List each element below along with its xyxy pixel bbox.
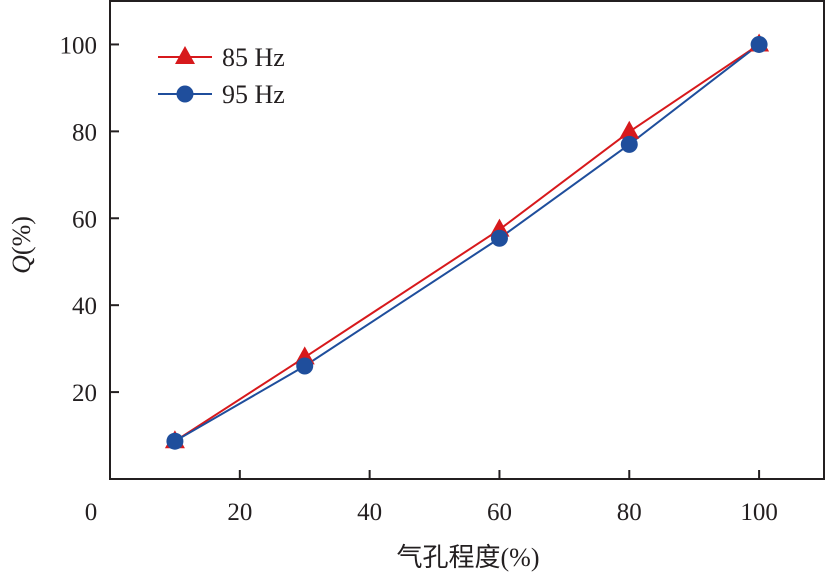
x-axis-title: 气孔程度(%): [397, 543, 540, 572]
y-axis-title-unit: (%): [7, 216, 36, 255]
data-point-circle: [166, 432, 184, 450]
y-tick-label: 60: [72, 206, 97, 233]
data-point-circle: [620, 135, 638, 153]
y-tick-label: 80: [72, 119, 97, 146]
legend-marker-circle: [176, 85, 194, 103]
legend: 85 Hz 95 Hz: [158, 43, 285, 109]
x-tick-label: 80: [617, 499, 642, 526]
x-tick-label: 60: [487, 499, 512, 526]
y-tick-label: 100: [60, 32, 98, 59]
legend-marker-triangle: [175, 46, 195, 64]
y-axis-title: Q(%): [7, 216, 36, 274]
data-point-triangle: [619, 120, 640, 139]
plot-frame: [109, 0, 825, 480]
x-tick-label: 20: [227, 499, 252, 526]
data-point-circle: [296, 357, 314, 375]
data-point-circle: [490, 229, 508, 247]
y-axis-title-symbol: Q: [7, 255, 36, 274]
x-tick-label: 40: [357, 499, 382, 526]
legend-label: 85 Hz: [222, 43, 285, 72]
legend-label: 95 Hz: [222, 80, 285, 109]
y-tick-label: 20: [72, 380, 97, 407]
x-tick-label: 0: [85, 499, 98, 526]
y-tick-label: 40: [72, 293, 97, 320]
x-tick-label: 100: [740, 499, 778, 526]
data-point-circle: [750, 35, 768, 53]
plot-area: 0 20 40 60 80 100 20 40 60 80 100: [60, 0, 825, 526]
